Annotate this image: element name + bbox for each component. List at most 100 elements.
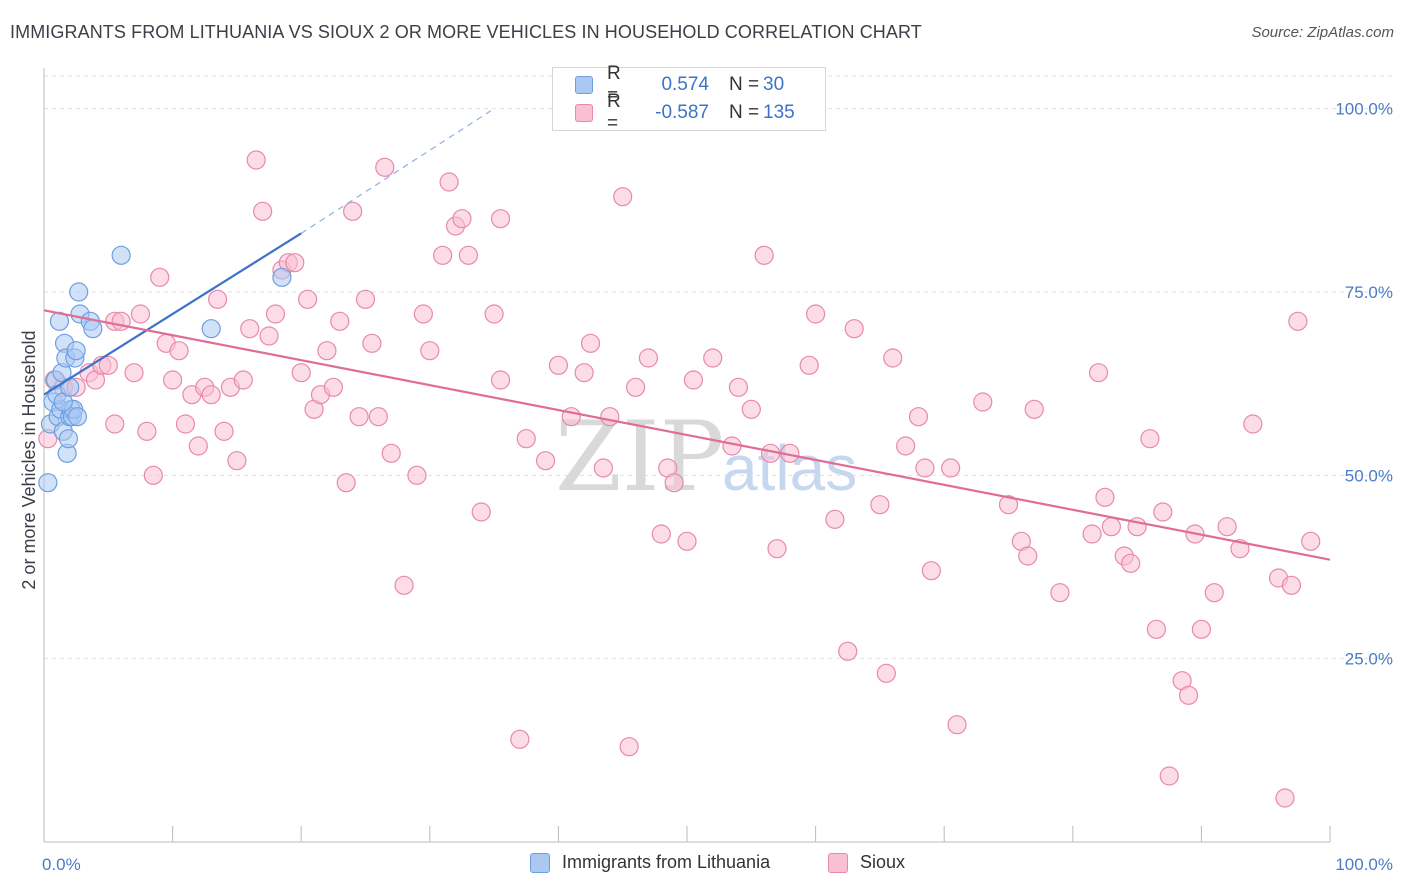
sioux-point <box>1243 414 1263 434</box>
sioux-point <box>163 370 183 390</box>
sioux-point <box>323 377 343 397</box>
sioux-point <box>600 407 620 427</box>
n-label: N = <box>729 102 760 123</box>
sioux-point <box>433 245 453 265</box>
sioux-point <box>1095 487 1115 507</box>
sioux-point <box>1301 531 1321 551</box>
watermark-atlas: atlas <box>722 432 857 504</box>
lithuania-point <box>69 282 89 302</box>
grid <box>44 75 1392 660</box>
sioux-point <box>330 311 350 331</box>
sioux-point <box>439 172 459 192</box>
sioux-point <box>703 348 723 368</box>
sioux-point <box>201 385 221 405</box>
sioux-point <box>870 495 890 515</box>
sioux-point <box>1050 583 1070 603</box>
sioux-point <box>825 509 845 529</box>
sioux-point <box>253 201 273 221</box>
r-label: R = <box>607 63 621 106</box>
legend-item-sioux[interactable]: Sioux <box>828 852 905 873</box>
sioux-point <box>510 729 530 749</box>
sioux-point <box>317 341 337 361</box>
sioux-point <box>619 737 639 757</box>
sioux-point <box>1024 399 1044 419</box>
sioux-point <box>362 333 382 353</box>
sioux-point <box>1088 363 1109 383</box>
sioux-point <box>137 421 157 441</box>
legend-label-sioux: Sioux <box>860 852 906 872</box>
sioux-point <box>490 370 511 390</box>
legend-swatch-sioux <box>575 104 593 122</box>
sioux-point <box>1275 788 1295 808</box>
sioux-point <box>580 333 601 353</box>
sioux-point <box>1217 517 1237 537</box>
source-label: Source: ZipAtlas.com <box>1251 24 1394 41</box>
sioux-point <box>876 663 896 683</box>
sioux-point <box>1281 575 1302 595</box>
legend-item-lithuania[interactable]: Immigrants from Lithuania <box>530 852 770 873</box>
sioux-point <box>998 495 1019 515</box>
lithuania-point <box>66 341 86 361</box>
sioux-point <box>150 267 170 287</box>
sioux-point <box>175 414 196 434</box>
sioux-point <box>741 399 761 419</box>
r-value: -0.587 <box>655 102 709 123</box>
sioux-point <box>130 304 151 324</box>
sioux-point <box>1159 766 1179 786</box>
sioux-point <box>838 641 858 661</box>
lithuania-point <box>83 319 103 339</box>
sioux-point <box>915 458 935 478</box>
sioux-point <box>484 304 504 324</box>
sioux-point <box>947 715 967 735</box>
sioux-point <box>105 414 125 434</box>
axes <box>43 68 1331 843</box>
sioux-point <box>683 370 704 390</box>
y-tick-label: 25.0% <box>1345 650 1393 669</box>
sioux-point <box>941 458 961 478</box>
sioux-point <box>651 524 671 544</box>
sioux-point <box>381 443 401 463</box>
sioux-point <box>214 421 234 441</box>
sioux-point <box>298 289 318 309</box>
trend-lines <box>43 108 1331 561</box>
lithuania-point <box>67 407 88 427</box>
sioux-point <box>613 187 633 207</box>
sioux-point <box>1204 583 1224 603</box>
sioux-point <box>593 458 614 478</box>
sioux-point <box>883 348 903 368</box>
n-value: 135 <box>763 102 795 123</box>
legend-swatch-lithuania <box>530 852 550 873</box>
sioux-point <box>343 201 363 221</box>
x-tick-labels: 0.0% 100.0% <box>42 855 1393 874</box>
legend-stats: R = 0.574 N = 30 R = -0.587 N = 135 <box>552 63 826 134</box>
lithuania-point <box>201 319 221 339</box>
lithuania-point <box>60 377 80 397</box>
sioux-point <box>240 319 260 339</box>
sioux-point <box>169 341 189 361</box>
sioux-point <box>896 436 916 456</box>
sioux-point <box>265 304 286 324</box>
x-tick-label: 100.0% <box>1335 855 1393 874</box>
sioux-point <box>98 355 118 375</box>
y-tick-label: 75.0% <box>1345 283 1393 302</box>
sioux-point <box>291 363 311 383</box>
sioux-point <box>516 429 536 449</box>
sioux-point <box>799 355 819 375</box>
n-label: N = <box>729 74 760 95</box>
lithuania-point <box>58 429 79 449</box>
legend-row-lithuania: R = 0.574 N = 30 <box>575 63 784 106</box>
sioux-point <box>1140 429 1160 449</box>
sioux-point <box>844 319 864 339</box>
sioux-point <box>375 157 395 177</box>
sioux-point <box>1101 517 1121 537</box>
sioux-point <box>1018 546 1038 566</box>
chart-title: IMMIGRANTS FROM LITHUANIA VS SIOUX 2 OR … <box>10 22 922 42</box>
sioux-point <box>246 150 266 170</box>
sioux-point <box>535 451 556 471</box>
sioux-point <box>1082 524 1102 544</box>
sioux-point <box>413 304 433 324</box>
sioux-trend-line <box>43 309 1331 561</box>
sioux-point <box>805 304 826 324</box>
sioux-point <box>664 473 684 493</box>
lithuania-point <box>272 267 292 287</box>
